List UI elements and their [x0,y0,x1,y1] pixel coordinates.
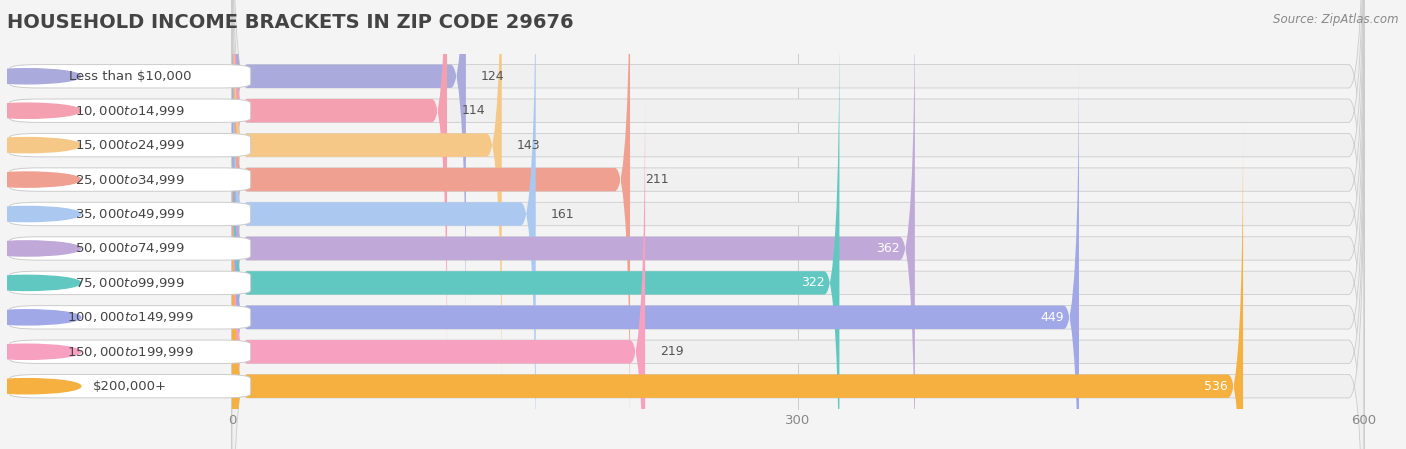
FancyBboxPatch shape [10,237,250,260]
FancyBboxPatch shape [232,0,1364,374]
FancyBboxPatch shape [10,133,250,157]
FancyBboxPatch shape [232,123,1243,449]
Text: $10,000 to $14,999: $10,000 to $14,999 [75,104,186,118]
Text: Less than $10,000: Less than $10,000 [69,70,191,83]
FancyBboxPatch shape [232,0,465,340]
Circle shape [0,344,82,359]
Text: 143: 143 [517,139,540,152]
Circle shape [0,103,82,118]
FancyBboxPatch shape [232,88,645,449]
Text: 211: 211 [645,173,669,186]
Text: Source: ZipAtlas.com: Source: ZipAtlas.com [1274,13,1399,26]
Text: $35,000 to $49,999: $35,000 to $49,999 [75,207,186,221]
FancyBboxPatch shape [232,0,1364,409]
Text: 536: 536 [1205,380,1227,393]
Text: 219: 219 [661,345,683,358]
Text: HOUSEHOLD INCOME BRACKETS IN ZIP CODE 29676: HOUSEHOLD INCOME BRACKETS IN ZIP CODE 29… [7,13,574,32]
FancyBboxPatch shape [232,0,915,449]
FancyBboxPatch shape [10,340,250,364]
Text: $200,000+: $200,000+ [93,380,167,393]
FancyBboxPatch shape [232,0,1364,340]
Text: 322: 322 [800,277,824,290]
FancyBboxPatch shape [232,53,1364,449]
Text: $150,000 to $199,999: $150,000 to $199,999 [67,345,193,359]
Circle shape [0,310,82,325]
Circle shape [0,137,82,153]
FancyBboxPatch shape [10,65,250,88]
FancyBboxPatch shape [10,306,250,329]
Circle shape [0,275,82,291]
FancyBboxPatch shape [232,0,447,374]
FancyBboxPatch shape [232,19,839,449]
Text: 114: 114 [463,104,485,117]
Circle shape [0,69,82,84]
FancyBboxPatch shape [10,168,250,191]
Text: 161: 161 [551,207,575,220]
FancyBboxPatch shape [10,202,250,226]
FancyBboxPatch shape [232,53,1078,449]
FancyBboxPatch shape [232,88,1364,449]
FancyBboxPatch shape [10,374,250,398]
FancyBboxPatch shape [232,0,1364,449]
FancyBboxPatch shape [10,271,250,295]
FancyBboxPatch shape [232,19,1364,449]
Circle shape [0,207,82,222]
Text: 124: 124 [481,70,505,83]
Text: $75,000 to $99,999: $75,000 to $99,999 [75,276,186,290]
FancyBboxPatch shape [232,123,1364,449]
Text: $25,000 to $34,999: $25,000 to $34,999 [75,172,186,187]
Circle shape [0,241,82,256]
FancyBboxPatch shape [10,99,250,123]
Text: 362: 362 [876,242,900,255]
Text: $50,000 to $74,999: $50,000 to $74,999 [75,242,186,255]
FancyBboxPatch shape [232,0,1364,449]
Text: $15,000 to $24,999: $15,000 to $24,999 [75,138,186,152]
FancyBboxPatch shape [232,0,502,409]
FancyBboxPatch shape [232,0,536,449]
Circle shape [0,172,82,187]
Text: 449: 449 [1040,311,1064,324]
Text: $100,000 to $149,999: $100,000 to $149,999 [67,310,193,324]
FancyBboxPatch shape [232,0,1364,443]
Circle shape [0,379,82,394]
FancyBboxPatch shape [232,0,630,443]
